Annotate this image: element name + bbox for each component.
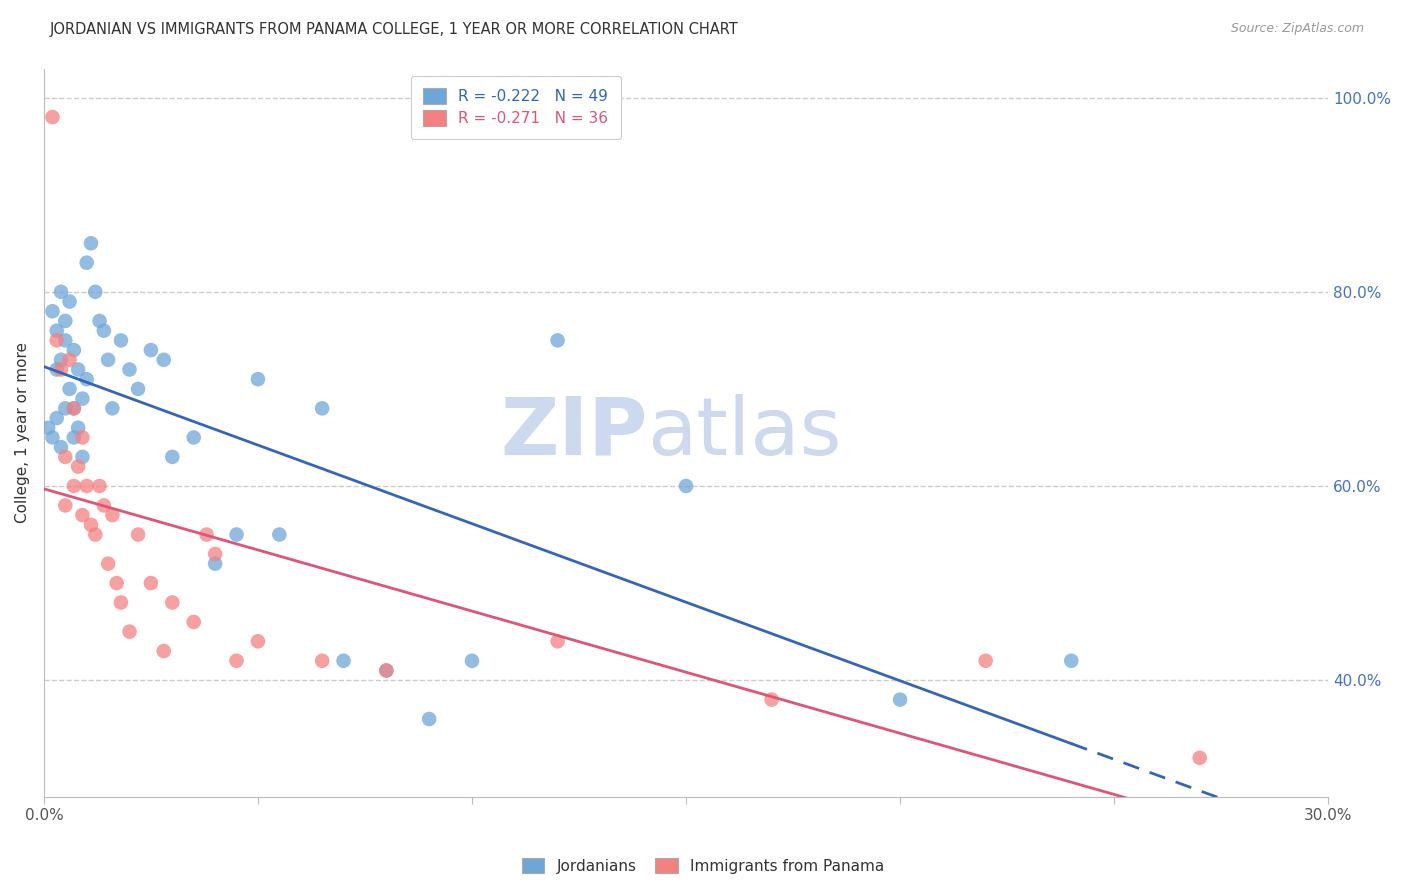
Point: [375, 664, 398, 678]
Point: [49, 352, 72, 367]
Point: [311, 401, 333, 416]
Point: [93, 324, 115, 338]
Point: [375, 664, 398, 678]
Y-axis label: College, 1 year or more: College, 1 year or more: [15, 343, 30, 523]
Point: [84, 285, 107, 299]
Point: [84, 527, 107, 541]
Point: [547, 634, 569, 648]
Point: [246, 372, 269, 386]
Text: atlas: atlas: [648, 393, 842, 472]
Point: [72, 392, 94, 406]
Point: [204, 557, 226, 571]
Point: [139, 343, 162, 357]
Point: [675, 479, 697, 493]
Point: [204, 547, 226, 561]
Point: [139, 576, 162, 591]
Point: [110, 334, 132, 348]
Point: [45, 324, 67, 338]
Point: [152, 352, 174, 367]
Point: [45, 411, 67, 425]
Point: [63, 479, 86, 493]
Point: [110, 595, 132, 609]
Point: [97, 557, 120, 571]
Point: [53, 499, 76, 513]
Point: [53, 450, 76, 464]
Point: [41, 304, 63, 318]
Point: [761, 692, 783, 706]
Point: [49, 285, 72, 299]
Point: [162, 595, 184, 609]
Point: [1188, 751, 1211, 765]
Point: [76, 479, 98, 493]
Legend: R = -0.222   N = 49, R = -0.271   N = 36: R = -0.222 N = 49, R = -0.271 N = 36: [411, 76, 620, 138]
Point: [547, 334, 569, 348]
Point: [76, 256, 98, 270]
Point: [889, 692, 911, 706]
Point: [58, 294, 80, 309]
Point: [101, 508, 124, 522]
Point: [80, 517, 103, 532]
Point: [49, 440, 72, 454]
Point: [118, 362, 141, 376]
Point: [246, 634, 269, 648]
Point: [76, 372, 98, 386]
Point: [162, 450, 184, 464]
Point: [63, 430, 86, 444]
Point: [45, 334, 67, 348]
Point: [974, 654, 997, 668]
Point: [89, 314, 111, 328]
Point: [269, 527, 291, 541]
Point: [67, 459, 90, 474]
Point: [105, 576, 128, 591]
Point: [311, 654, 333, 668]
Point: [63, 401, 86, 416]
Point: [80, 236, 103, 251]
Point: [225, 527, 247, 541]
Point: [183, 430, 205, 444]
Point: [97, 352, 120, 367]
Point: [127, 382, 149, 396]
Point: [93, 499, 115, 513]
Point: [37, 421, 59, 435]
Point: [45, 362, 67, 376]
Text: Source: ZipAtlas.com: Source: ZipAtlas.com: [1230, 22, 1364, 36]
Point: [63, 401, 86, 416]
Point: [63, 343, 86, 357]
Point: [41, 110, 63, 124]
Point: [72, 450, 94, 464]
Point: [53, 401, 76, 416]
Point: [49, 362, 72, 376]
Point: [67, 362, 90, 376]
Point: [332, 654, 354, 668]
Text: ZIP: ZIP: [501, 393, 648, 472]
Point: [183, 615, 205, 629]
Point: [152, 644, 174, 658]
Text: JORDANIAN VS IMMIGRANTS FROM PANAMA COLLEGE, 1 YEAR OR MORE CORRELATION CHART: JORDANIAN VS IMMIGRANTS FROM PANAMA COLL…: [49, 22, 738, 37]
Legend: Jordanians, Immigrants from Panama: Jordanians, Immigrants from Panama: [516, 852, 890, 880]
Point: [53, 334, 76, 348]
Point: [72, 430, 94, 444]
Point: [58, 382, 80, 396]
Point: [1060, 654, 1083, 668]
Point: [418, 712, 440, 726]
Point: [67, 421, 90, 435]
Point: [58, 352, 80, 367]
Point: [89, 479, 111, 493]
Point: [225, 654, 247, 668]
Point: [127, 527, 149, 541]
Point: [195, 527, 218, 541]
Point: [53, 314, 76, 328]
Point: [461, 654, 484, 668]
Point: [118, 624, 141, 639]
Point: [72, 508, 94, 522]
Point: [41, 430, 63, 444]
Point: [101, 401, 124, 416]
